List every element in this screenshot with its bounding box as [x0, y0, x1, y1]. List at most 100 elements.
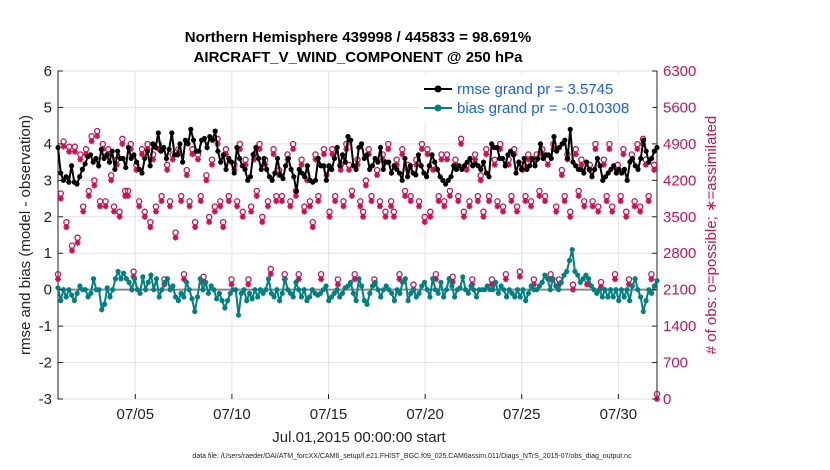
rmse-point — [161, 144, 167, 151]
rmse-point — [648, 155, 655, 162]
bias-point — [503, 294, 510, 300]
assimilated-count-marker — [642, 161, 649, 168]
assimilated-count-marker — [500, 208, 507, 215]
rmse-point — [231, 170, 237, 176]
rmse-point — [280, 175, 286, 182]
rmse-point — [177, 141, 183, 147]
bias-point — [580, 276, 586, 282]
bias-point — [233, 287, 239, 293]
bias-point — [170, 283, 176, 289]
assimilated-count-marker — [522, 198, 529, 205]
bias-point — [495, 290, 501, 296]
rmse-point — [266, 174, 273, 180]
assimilated-count-marker — [494, 203, 501, 210]
bias-point — [205, 290, 212, 296]
rmse-point — [402, 155, 408, 162]
bias-point — [353, 298, 359, 304]
bias-point — [410, 287, 417, 293]
bias-point — [618, 287, 625, 293]
rmse-point — [521, 155, 527, 162]
rmse-point — [651, 148, 657, 154]
assimilated-count-marker — [164, 166, 171, 173]
bias-point — [356, 276, 362, 282]
rmse-point — [226, 155, 232, 162]
assimilated-count-marker — [292, 192, 299, 199]
plot-frame — [57, 70, 658, 400]
assimilated-count-marker — [273, 198, 280, 205]
bias-point — [361, 298, 367, 304]
assimilated-count-marker — [376, 203, 383, 210]
rmse-point — [101, 155, 107, 162]
bias-point — [238, 290, 244, 296]
bias-point — [164, 276, 171, 282]
assimilated-count-marker — [152, 208, 159, 215]
assimilated-count-marker — [388, 203, 395, 210]
bias-point — [337, 294, 343, 300]
assimilated-count-marker — [620, 151, 627, 158]
rmse-point — [573, 163, 579, 169]
rmse-point — [562, 137, 568, 143]
assimilated-count-marker — [197, 198, 204, 205]
assimilated-count-marker — [637, 208, 644, 215]
assimilated-count-marker — [474, 198, 481, 205]
assimilated-count-marker — [315, 198, 322, 205]
assimilated-count-marker — [508, 198, 515, 205]
rmse-point — [272, 170, 278, 176]
rmse-series — [55, 126, 660, 194]
assimilated-count-marker — [267, 271, 274, 278]
rmse-point — [578, 166, 584, 172]
assimilated-count-marker — [542, 198, 549, 205]
rmse-point — [323, 177, 329, 183]
bias-point — [99, 307, 105, 313]
rmse-point — [55, 144, 61, 151]
bias-point — [159, 287, 165, 293]
rmse-point — [451, 163, 457, 169]
bias-point — [462, 287, 469, 293]
rmse-point — [429, 152, 435, 158]
bias-point — [621, 294, 627, 300]
y-axis-right-label: # of obs: o=possible; ∗=assimilated — [703, 116, 720, 355]
rmse-point — [139, 170, 145, 176]
rmse-point — [125, 144, 132, 151]
assimilated-count-marker — [206, 218, 213, 225]
assimilated-count-marker — [318, 276, 325, 283]
rmse-point — [82, 161, 88, 167]
bias-point — [419, 283, 425, 289]
bias-point — [378, 294, 384, 300]
rmse-point — [128, 155, 134, 162]
bias-point — [547, 287, 553, 293]
bias-series — [55, 246, 660, 318]
assimilated-count-marker — [430, 166, 437, 173]
assimilated-count-marker — [427, 213, 434, 220]
rmse-point — [353, 166, 359, 172]
rmse-point — [209, 137, 216, 143]
assimilated-count-marker — [581, 203, 588, 210]
assimilated-count-marker — [320, 151, 327, 158]
bias-point — [104, 285, 110, 291]
assimilated-count-marker — [502, 276, 509, 283]
rmse-point — [545, 152, 552, 158]
rmse-point — [564, 155, 571, 162]
rmse-point — [155, 130, 161, 136]
bias-point — [646, 287, 652, 293]
bias-point — [227, 290, 233, 296]
rmse-point — [358, 141, 365, 147]
bias-point — [96, 287, 102, 293]
assimilated-count-marker — [253, 192, 260, 199]
assimilated-count-marker — [544, 161, 551, 168]
rmse-point — [304, 163, 310, 169]
assimilated-count-marker — [178, 198, 185, 205]
bias-point — [285, 287, 291, 293]
bias-point — [435, 290, 441, 296]
bias-point — [555, 287, 562, 293]
bias-point — [345, 283, 351, 289]
bias-point — [350, 290, 356, 296]
y-axis-left-ticks: -3 -2 -1 0 1 2 3 4 5 6 — [39, 63, 63, 408]
rmse-point — [112, 166, 118, 172]
rmse-point — [551, 134, 557, 140]
assimilated-count-marker — [108, 177, 115, 184]
rmse-point — [396, 170, 403, 176]
bias-point — [427, 294, 433, 300]
bias-point — [413, 294, 419, 300]
assimilated-count-marker — [460, 213, 467, 220]
